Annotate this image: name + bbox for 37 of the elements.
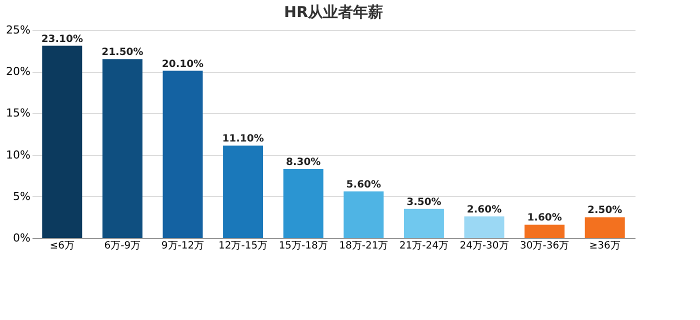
data-label: 2.60% (466, 204, 502, 216)
y-tick-label: 0% (13, 232, 30, 244)
bar (524, 224, 565, 238)
data-label: 1.60% (527, 212, 562, 224)
x-tick-label: 21万-24万 (399, 240, 448, 252)
x-tick-label: 9万-12万 (161, 240, 204, 252)
x-tick-label: 6万-9万 (104, 240, 141, 252)
bar (584, 217, 625, 238)
x-tick-label: 30万-36万 (520, 240, 570, 252)
bar (283, 168, 324, 238)
x-tick-label: 15万-18万 (278, 240, 328, 252)
chart-title: HR从业者年薪 (284, 3, 384, 21)
y-tick-label: 5% (13, 190, 30, 203)
x-tick-label: 24万-30万 (460, 240, 509, 252)
data-label: 3.50% (406, 196, 442, 208)
x-tick-label: 18万-21万 (339, 240, 388, 252)
y-tick-label: 15% (6, 106, 30, 120)
bar (404, 208, 444, 238)
x-tick-label: 12万-15万 (218, 240, 268, 252)
bar (464, 216, 504, 238)
x-tick-label: ≤6万 (50, 240, 75, 252)
bar (42, 46, 82, 238)
data-label: 23.10% (41, 34, 83, 45)
data-label: 11.10% (222, 134, 264, 145)
bar (344, 191, 384, 238)
bar (162, 70, 203, 238)
y-tick-label: 20% (6, 65, 30, 78)
y-tick-label: 10% (6, 148, 30, 162)
data-label: 5.60% (346, 179, 381, 190)
bar (102, 59, 142, 238)
bar (223, 146, 264, 238)
data-label: 20.10% (162, 58, 204, 70)
y-tick-label: 25% (6, 24, 30, 36)
x-tick-label: ≥36万 (589, 240, 620, 252)
data-label: 21.50% (102, 47, 144, 58)
data-label: 8.30% (286, 156, 321, 168)
data-label: 2.50% (588, 205, 622, 216)
